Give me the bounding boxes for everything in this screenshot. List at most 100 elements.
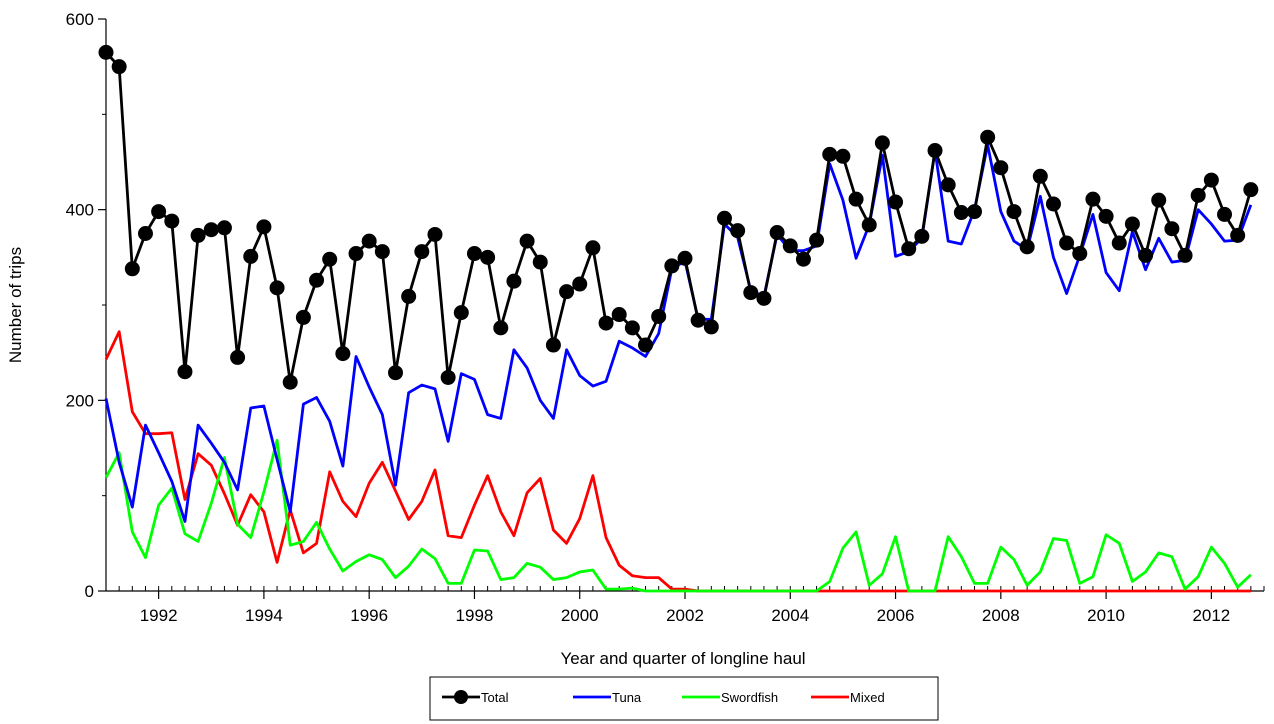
data-point-total (664, 258, 680, 274)
data-point-total (822, 146, 838, 162)
data-point-total (927, 143, 943, 159)
x-tick-label: 2012 (1192, 606, 1230, 625)
data-point-total (1177, 247, 1193, 263)
data-point-total (795, 251, 811, 267)
data-point-total (374, 244, 390, 260)
x-tick-label: 2004 (771, 606, 809, 625)
y-axis-title: Number of trips (6, 247, 25, 363)
data-point-total (1072, 246, 1088, 262)
data-point-total (256, 219, 272, 235)
x-axis-title: Year and quarter of longline haul (560, 649, 805, 668)
data-point-total (480, 249, 496, 265)
legend-label-swordfish: Swordfish (721, 690, 778, 705)
data-point-total (1098, 208, 1114, 224)
data-point-total (545, 337, 561, 353)
data-point-total (559, 284, 575, 300)
data-point-total (967, 204, 982, 220)
data-point-total (532, 254, 548, 270)
data-point-total (440, 369, 456, 385)
data-point-total (151, 204, 167, 220)
data-point-total (414, 244, 430, 260)
data-point-total (295, 309, 311, 325)
data-point-total (1045, 196, 1061, 212)
data-point-total (782, 238, 798, 254)
series-line-tuna (104, 143, 1253, 523)
data-point-total (1111, 235, 1127, 251)
data-point-total (769, 225, 785, 241)
data-point-total (348, 246, 364, 262)
legend-box (429, 676, 939, 721)
x-tick-label: 2002 (666, 606, 704, 625)
data-point-total (848, 191, 864, 207)
data-point-total (1243, 182, 1259, 198)
data-point-total (335, 346, 351, 362)
data-point-total (453, 305, 469, 321)
data-point-total (756, 290, 772, 306)
data-point-total (677, 250, 693, 266)
data-point-total (361, 233, 377, 249)
legend-label-mixed: Mixed (850, 690, 885, 705)
data-point-total (1230, 227, 1246, 243)
data-point-total (980, 129, 996, 145)
x-tick-label: 1992 (140, 606, 178, 625)
data-point-total (282, 374, 298, 390)
data-point-total (269, 280, 285, 296)
series-line-total (104, 51, 1253, 384)
legend-marker-total (454, 690, 468, 704)
data-point-total (216, 220, 232, 236)
data-point-total (309, 272, 325, 288)
data-point-total (230, 349, 246, 365)
data-point-total (690, 312, 706, 328)
data-point-total (743, 285, 759, 301)
data-point-total (861, 217, 877, 233)
data-point-total (137, 226, 153, 241)
data-point-total (651, 308, 667, 324)
data-point-total (1164, 221, 1180, 237)
x-tick-label: 2010 (1087, 606, 1125, 625)
legend-label-total: Total (481, 690, 509, 705)
data-point-total (322, 251, 338, 267)
data-point-total (1085, 191, 1101, 207)
y-tick-label: 600 (66, 10, 94, 29)
legend-label-tuna: Tuna (612, 690, 642, 705)
x-tick-label: 1994 (245, 606, 283, 625)
data-point-total (572, 276, 588, 292)
data-point-total (585, 240, 601, 256)
x-tick-label: 2006 (877, 606, 915, 625)
data-point-total (203, 222, 219, 238)
data-point-total (611, 307, 627, 323)
data-point-total (506, 273, 522, 289)
data-point-total (835, 148, 851, 164)
data-point-total (1059, 235, 1075, 251)
x-tick-label: 2000 (561, 606, 599, 625)
data-point-total (388, 365, 403, 381)
data-point-total (493, 320, 509, 336)
series-line-mixed (104, 330, 1251, 593)
series-layer (98, 44, 1259, 593)
x-tick-label: 1996 (350, 606, 388, 625)
data-point-total (730, 223, 746, 239)
data-point-total (243, 248, 259, 264)
data-point-total (401, 288, 417, 304)
data-point-total (940, 177, 956, 193)
data-point-total (1151, 192, 1167, 208)
data-point-total (598, 315, 614, 331)
y-tick-label: 200 (66, 391, 94, 410)
data-point-total (901, 241, 917, 257)
data-point-total (874, 135, 890, 151)
x-tick-label: 1998 (456, 606, 494, 625)
axes: 0 200 400 600 1992 1994 1996 1998 2000 2002 2004 20… (66, 10, 1265, 625)
data-point-total (1190, 187, 1206, 203)
series-line-swordfish (104, 438, 1252, 593)
data-point-total (190, 227, 206, 243)
data-point-total (1217, 206, 1233, 222)
data-point-total (111, 59, 127, 75)
data-point-total (953, 205, 969, 221)
data-point-total (888, 194, 904, 210)
data-point-total (124, 261, 140, 277)
y-tick-label: 400 (66, 201, 94, 220)
data-point-total (809, 232, 825, 248)
data-point-total (624, 320, 640, 336)
data-point-total (914, 228, 930, 244)
